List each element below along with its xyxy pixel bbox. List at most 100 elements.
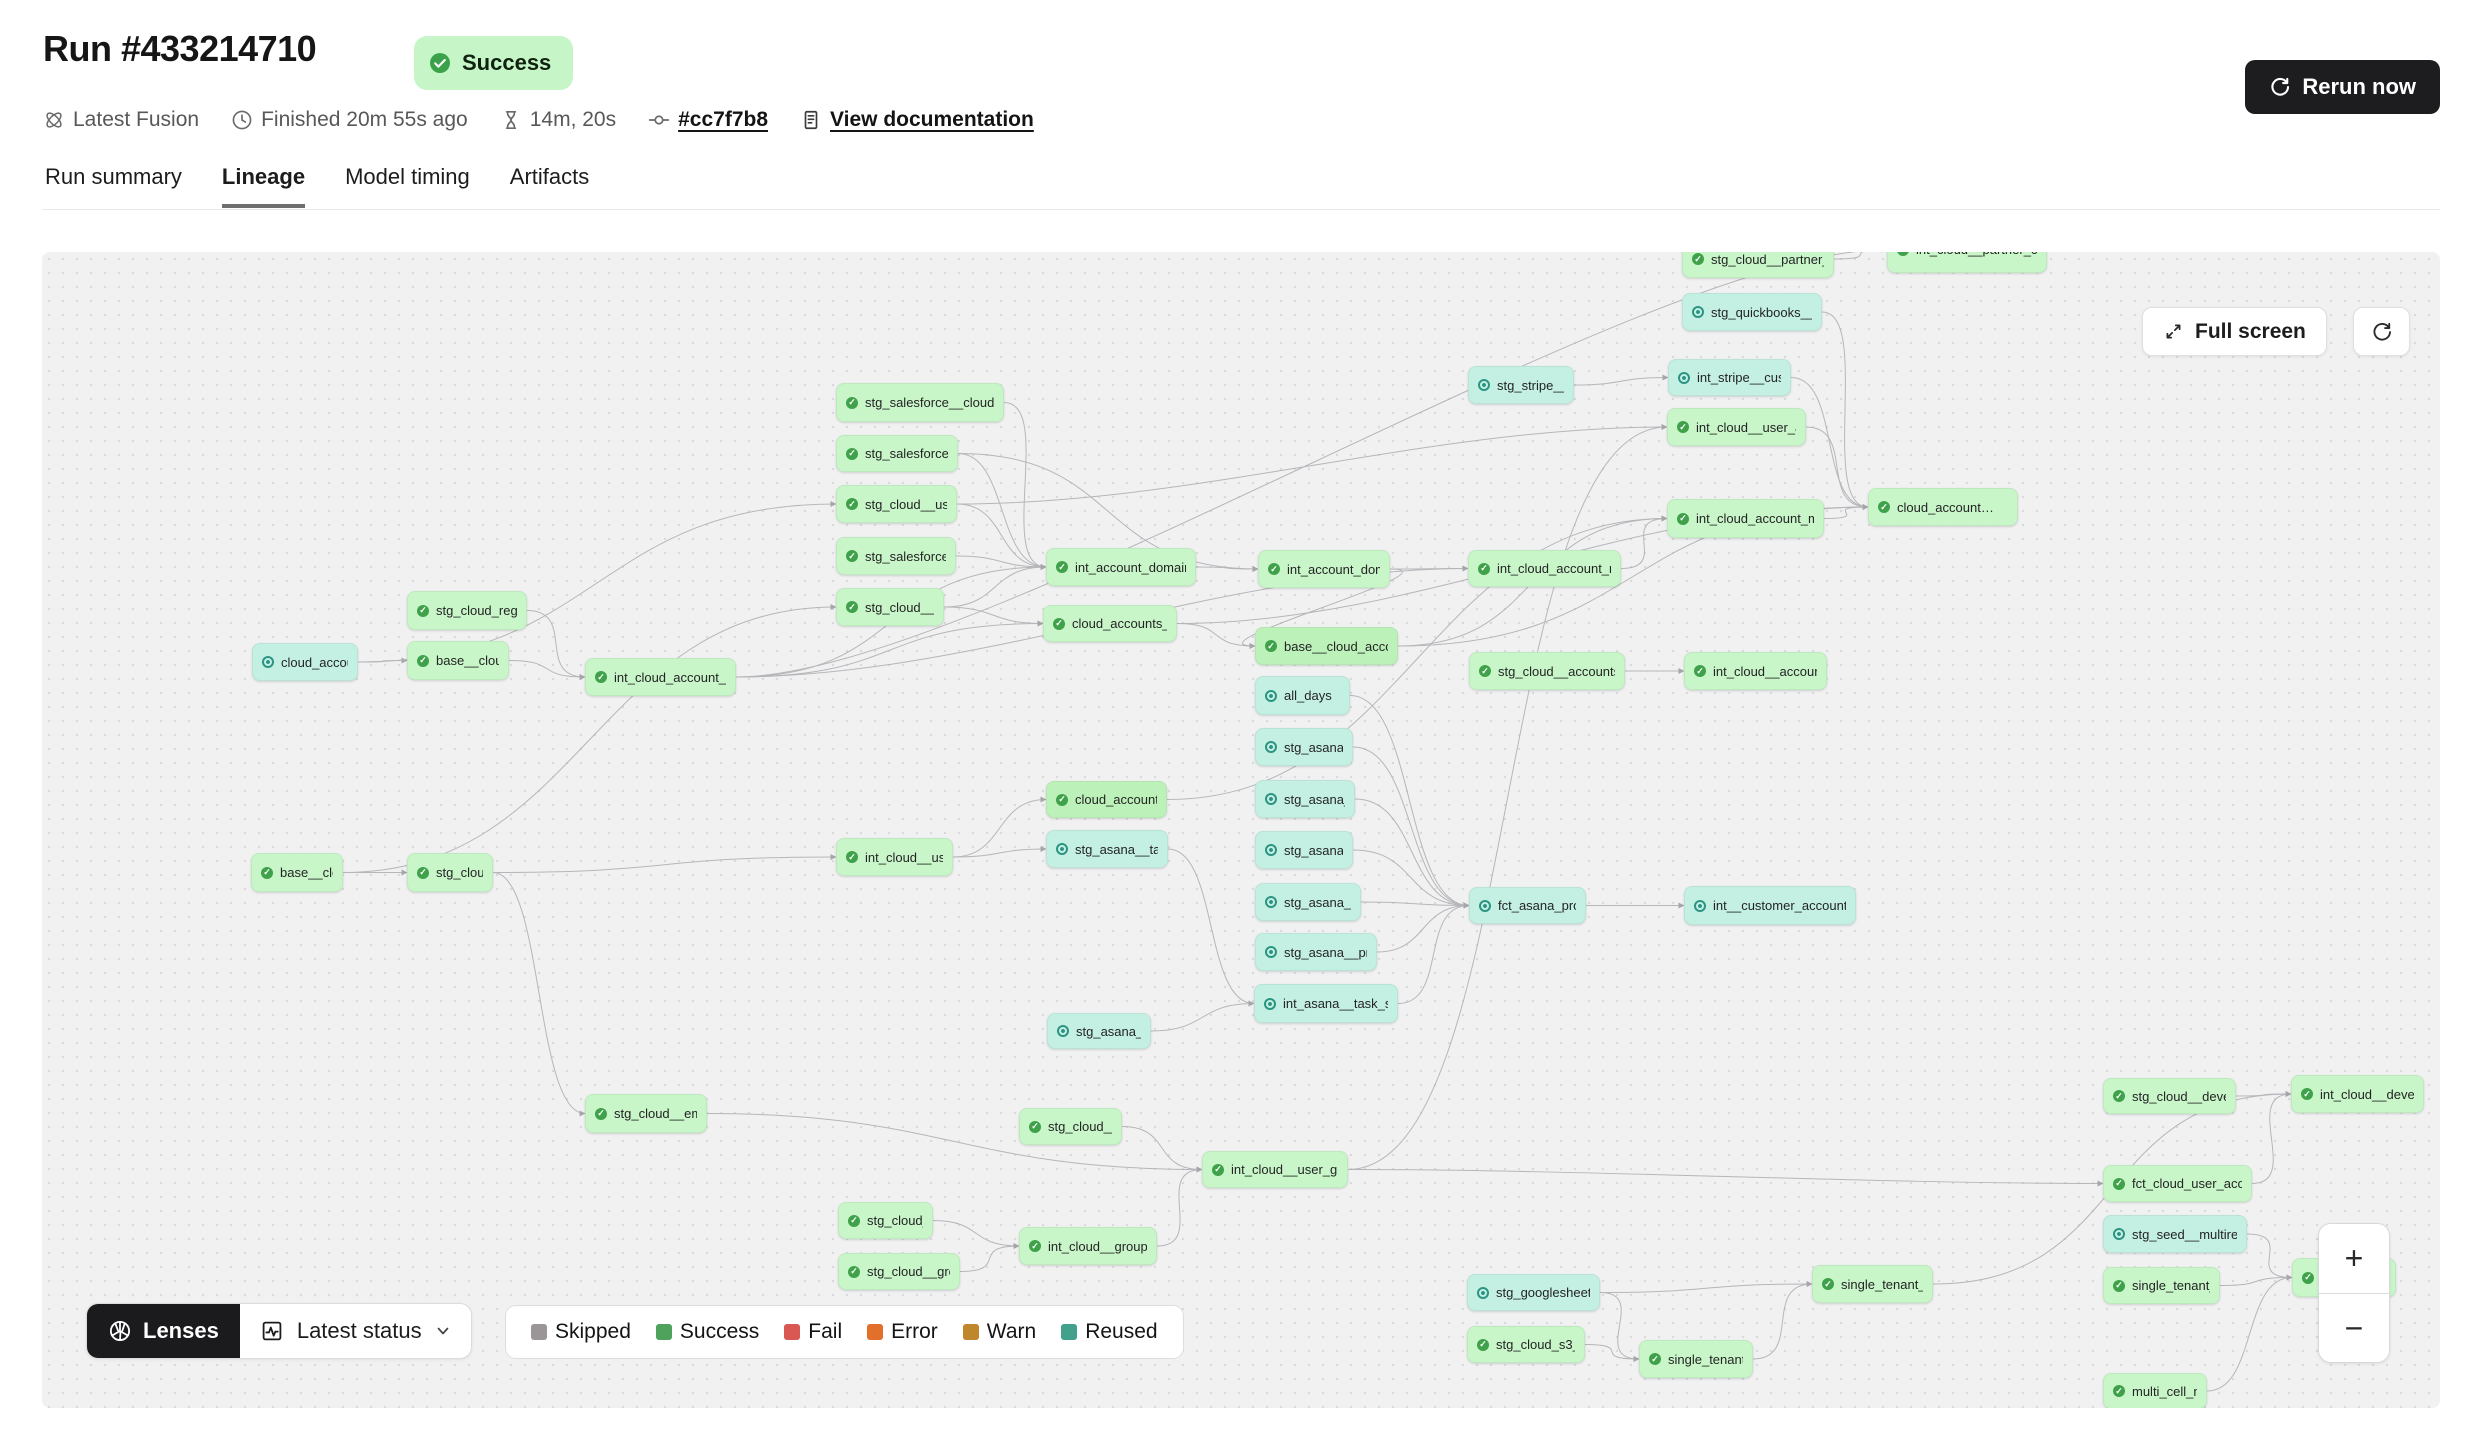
graph-node-label: int_account_domain… (1075, 559, 1186, 575)
graph-node-base-cloud[interactable]: ✓ base__cloud_… (407, 641, 509, 680)
graph-node-stg-asana[interactable]: stg_asana__… (1047, 1013, 1151, 1049)
reused-status-icon (1694, 899, 1706, 912)
graph-node-stg-cloud-s3-singl[interactable]: ✓ stg_cloud_s3_singl… (1467, 1326, 1585, 1363)
graph-node-int-account-domain[interactable]: ✓ int_account_domain… (1046, 548, 1196, 586)
success-status-icon: ✓ (1477, 1338, 1489, 1351)
graph-node-cloud-account[interactable]: cloud_account… (252, 643, 358, 681)
legend-success: Success (655, 1320, 759, 1344)
success-status-icon: ✓ (848, 1265, 860, 1278)
tab-artifacts[interactable]: Artifacts (509, 164, 590, 189)
lenses-button[interactable]: Lenses (87, 1304, 240, 1358)
tab-model-timing[interactable]: Model timing (345, 164, 470, 189)
success-status-icon: ✓ (2113, 1385, 2125, 1397)
graph-node-stg-googlesheets-sin[interactable]: stg_googlesheets__sin… (1467, 1274, 1600, 1311)
graph-node-stg-salesforce[interactable]: ✓ stg_salesforce_… (836, 435, 958, 472)
reused-status-icon (1265, 946, 1277, 958)
graph-node-fct-asana-proj[interactable]: fct_asana_proj… (1469, 887, 1586, 924)
graph-node-base-cloud-acco[interactable]: ✓ base__cloud_acco… (1255, 627, 1398, 665)
graph-node-label: cloud_account… (1075, 792, 1157, 807)
tab-run-summary[interactable]: Run summary (45, 164, 182, 189)
lens-selected-label: Latest status (296, 1318, 422, 1343)
graph-refresh-button[interactable] (2353, 307, 2410, 356)
success-status-icon: ✓ (846, 396, 858, 409)
rerun-now-button[interactable]: Rerun now (2245, 60, 2440, 114)
success-status-icon: ✓ (1029, 1120, 1041, 1133)
graph-node-stg-asana[interactable]: stg_asana… (1255, 831, 1353, 869)
graph-node-fct-cloud-user-acc[interactable]: ✓ fct_cloud_user_acc… (2103, 1165, 2252, 1202)
graph-node-int-cloud-account-ma[interactable]: ✓ int_cloud_account_ma… (1468, 550, 1621, 587)
legend-fail: Fail (784, 1320, 842, 1344)
graph-node-cloud-account[interactable]: ✓ cloud_account… (1046, 781, 1167, 818)
graph-node-int-cloud-user-group[interactable]: ✓ int_cloud__user_group… (1202, 1151, 1348, 1188)
zoom-in-button[interactable]: + (2319, 1224, 2389, 1293)
graph-node-stg-cloud-devel[interactable]: ✓ stg_cloud__devel… (2103, 1078, 2236, 1114)
graph-node-label: cloud_account… (281, 654, 348, 670)
meta-view-documentation-link[interactable]: View documentation (800, 108, 1034, 132)
graph-node-int-cloud-account-ma[interactable]: ✓ int_cloud_account_ma… (1667, 499, 1824, 538)
rerun-now-label: Rerun now (2302, 74, 2416, 99)
graph-node-stg-asana[interactable]: stg_asana… (1255, 728, 1353, 766)
fullscreen-button[interactable]: Full screen (2142, 307, 2327, 356)
graph-node-stg-asana[interactable]: stg_asana__… (1255, 883, 1361, 921)
success-status-icon: ✓ (1029, 1240, 1041, 1252)
zoom-out-button[interactable]: − (2319, 1293, 2389, 1362)
tab-lineage[interactable]: Lineage (221, 164, 306, 208)
graph-node-label: int_cloud__accoun… (1713, 663, 1817, 679)
graph-node-stg-seed-multireg[interactable]: stg_seed__multireg… (2103, 1215, 2247, 1253)
graph-node-multi-cell-m[interactable]: ✓ multi_cell_m… (2103, 1373, 2207, 1408)
graph-node-stg-cloud[interactable]: ✓ stg_cloud_… (407, 853, 493, 892)
pulse-chart-icon (262, 1321, 282, 1341)
graph-node-single-tenant-map[interactable]: ✓ single_tenant_map… (1639, 1340, 1753, 1378)
lens-select-dropdown[interactable]: Latest status (240, 1304, 471, 1358)
graph-node-int-customer-account[interactable]: int__customer_account… (1684, 886, 1856, 925)
graph-node-int-cloud-us[interactable]: ✓ int_cloud__us… (836, 838, 953, 876)
graph-node-stg-cloud-region[interactable]: ✓ stg_cloud_region… (407, 591, 527, 630)
graph-node-int-cloud-partner-con[interactable]: ✓ int_cloud__partner_con… (1887, 252, 2047, 273)
graph-node-int-cloud-account-m[interactable]: ✓ int_cloud_account__m… (585, 658, 736, 696)
graph-node-stg-cloud-us[interactable]: ✓ stg_cloud__us… (1019, 1108, 1122, 1145)
graph-node-single-tenant-mapp[interactable]: ✓ single_tenant_mapp… (1812, 1265, 1933, 1303)
graph-node-all-days[interactable]: all_days (1255, 676, 1350, 715)
meta-commit-link[interactable]: #cc7f7b8 (648, 108, 768, 132)
graph-node-int-stripe-custo[interactable]: int_stripe__custo… (1668, 359, 1791, 396)
graph-node-int-cloud-group-per[interactable]: ✓ int_cloud__group_per… (1019, 1227, 1157, 1265)
graph-node-cloud-accounts[interactable]: ✓ cloud_accounts_… (1043, 605, 1177, 642)
graph-node-base-clou[interactable]: ✓ base__clou… (251, 853, 343, 892)
graph-node-stg-cloud[interactable]: ✓ stg_cloud_… (838, 1202, 933, 1239)
graph-node-label: stg_cloud__accounts… (1498, 663, 1615, 679)
success-check-icon (430, 53, 450, 73)
graph-node-int-asana-task-s[interactable]: int_asana__task_s… (1254, 984, 1398, 1023)
graph-node-stg-salesforce-cloud[interactable]: ✓ stg_salesforce__cloud_… (836, 383, 1004, 422)
success-status-icon: ✓ (846, 550, 858, 562)
legend-skipped: Skipped (531, 1320, 631, 1344)
graph-node-stg-cloud-email[interactable]: ✓ stg_cloud__email… (585, 1094, 707, 1133)
meta-finished-label: Finished 20m 55s ago (261, 108, 468, 131)
graph-node-stg-asana-tas[interactable]: stg_asana__tas… (1046, 830, 1168, 868)
graph-node-stg-cloud[interactable]: ✓ stg_cloud__… (836, 588, 944, 626)
graph-node-stg-cloud-partner-c[interactable]: ✓ stg_cloud__partner_c… (1682, 252, 1834, 278)
reused-swatch (1061, 1324, 1078, 1340)
graph-node-stg-cloud-accounts[interactable]: ✓ stg_cloud__accounts… (1469, 652, 1625, 690)
graph-node-stg-stripe-c[interactable]: stg_stripe__c… (1468, 366, 1574, 404)
status-badge: Success (414, 36, 574, 90)
graph-node-stg-salesforce[interactable]: ✓ stg_salesforce… (836, 537, 956, 575)
lineage-graph-panel[interactable]: ✓ stg_cloud__partner_c… ✓ int_cloud__partne… (42, 252, 2440, 1408)
graph-node-cloud-account[interactable]: ✓ cloud_account… (1868, 488, 2018, 526)
graph-node-single-tenant[interactable]: ✓ single_tenant_… (2103, 1267, 2220, 1304)
graph-node-label: int_cloud__partner_con… (1916, 252, 2037, 257)
graph-node-label: single_tenant_… (2132, 1278, 2210, 1293)
graph-node-stg-cloud-us[interactable]: ✓ stg_cloud__us… (836, 485, 957, 523)
success-status-icon: ✓ (1212, 1163, 1224, 1176)
graph-node-stg-cloud-group[interactable]: ✓ stg_cloud__group… (838, 1253, 960, 1290)
graph-node-stg-quickbooks-a[interactable]: stg_quickbooks__a… (1682, 293, 1822, 331)
graph-node-int-account-dom[interactable]: ✓ int_account_dom… (1258, 550, 1390, 588)
reused-status-icon (1265, 793, 1277, 805)
graph-node-stg-asana[interactable]: stg_asana_… (1255, 780, 1355, 818)
graph-node-int-cloud-devel[interactable]: ✓ int_cloud__devel… (2291, 1075, 2424, 1113)
graph-node-int-cloud-accoun[interactable]: ✓ int_cloud__accoun… (1684, 652, 1827, 690)
graph-node-label: stg_asana… (1284, 739, 1343, 755)
meta-duration: 14m, 20s (500, 108, 616, 132)
graph-node-int-cloud-user-ac[interactable]: ✓ int_cloud__user_ac… (1667, 408, 1806, 446)
graph-node-stg-asana-pr[interactable]: stg_asana__pr… (1255, 933, 1377, 971)
graph-node-label: int_cloud__user_ac… (1696, 419, 1796, 435)
